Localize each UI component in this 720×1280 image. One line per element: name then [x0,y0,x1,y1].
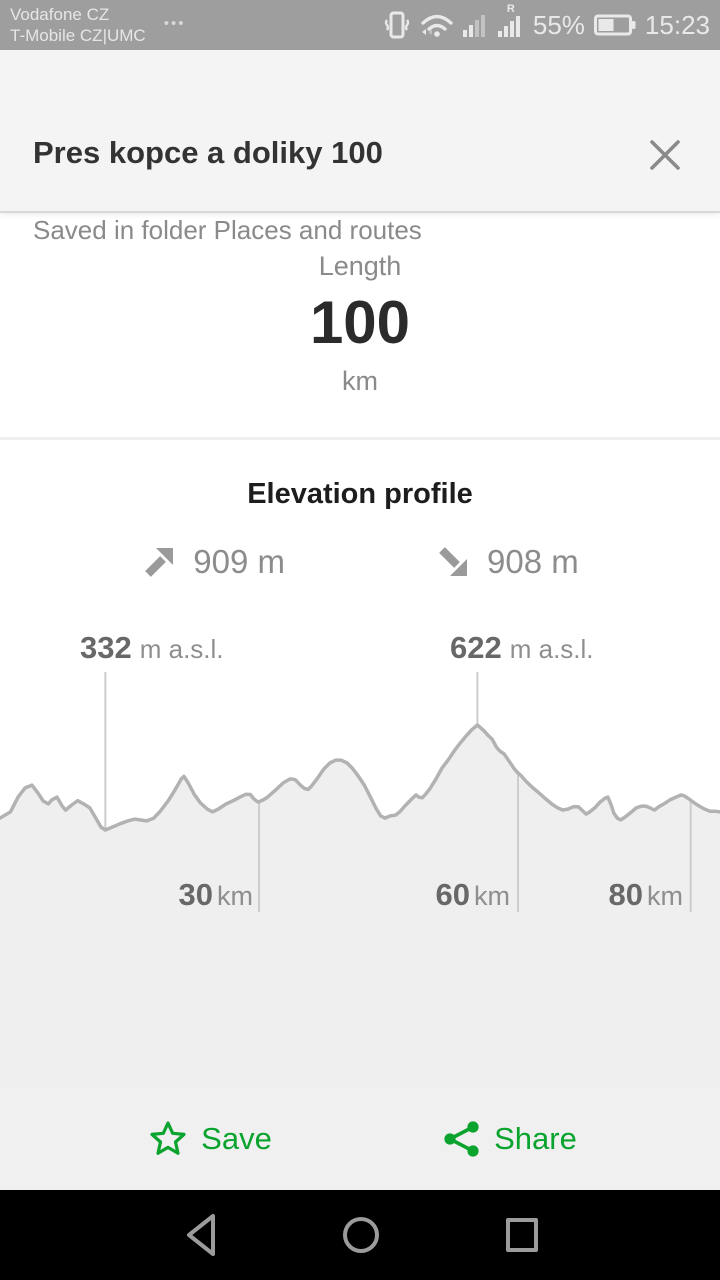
length-section: Length 100 km [0,213,720,440]
route-detail-header: Pres kopce a doliky 100 Saved in folder … [0,50,720,245]
wifi-icon [420,11,454,39]
elevation-profile-section: Elevation profile 909 m 908 m 332 m a.s.l… [0,440,720,1088]
page-title: Pres kopce a doliky 100 [33,135,383,170]
home-button[interactable] [341,1215,381,1255]
signal-strength-icon-sim1 [462,12,489,38]
descent-arrow-icon [439,547,467,576]
min-elevation-label: 332 m a.s.l. [80,630,224,665]
clock: 15:23 [644,9,710,40]
length-unit: km [342,366,378,396]
recents-button[interactable] [505,1217,539,1253]
save-button-label: Save [201,1121,272,1156]
total-descent: 908 m [435,543,579,581]
close-icon [650,140,680,170]
descent-value: 908 m [487,543,579,580]
distance-tick-80km: 80 km [608,877,683,912]
elevation-profile-title: Elevation profile [247,478,473,510]
carrier-line-1: Vodafone CZ [10,5,110,24]
elevation-chart [0,672,720,1088]
status-ellipsis-icon: ••• [163,14,186,32]
share-button[interactable]: Share [443,1121,577,1157]
share-button-label: Share [494,1121,577,1156]
total-ascent: 909 m [141,543,285,581]
status-icons: R 55% 15:23 [383,0,710,50]
elevation-area [0,725,720,1088]
share-icon [444,1121,479,1157]
elevation-stats: 909 m 908 m [0,543,720,581]
carrier-info: Vodafone CZ T-Mobile CZ|UMC [10,4,146,46]
android-navigation-bar [0,1190,720,1280]
vibrate-icon [383,9,411,41]
length-value: 100 [309,289,411,356]
ascent-arrow-icon [145,548,174,577]
length-label: Length [318,251,402,281]
saved-folder-subtitle: Saved in folder Places and routes [33,215,422,245]
roaming-indicator: R [506,3,515,15]
status-bar: Vodafone CZ T-Mobile CZ|UMC ••• [0,0,720,50]
back-button[interactable] [183,1212,219,1258]
battery-percent: 55% [532,9,585,40]
peak-elevation-label: 622 m a.s.l. [450,630,594,665]
save-button[interactable]: Save [148,1120,272,1158]
elevation-line [0,723,720,832]
star-icon [150,1121,186,1155]
elevation-marker-lines [104,672,692,912]
close-button[interactable] [647,137,683,173]
distance-tick-30km: 30 km [178,877,253,912]
action-bar: Save Share [0,1088,720,1190]
ascent-value: 909 m [193,543,285,580]
carrier-line-2: T-Mobile CZ|UMC [10,26,146,45]
signal-strength-icon-sim2: R [497,3,524,38]
battery-icon [593,13,636,37]
distance-tick-60km: 60 km [435,877,510,912]
